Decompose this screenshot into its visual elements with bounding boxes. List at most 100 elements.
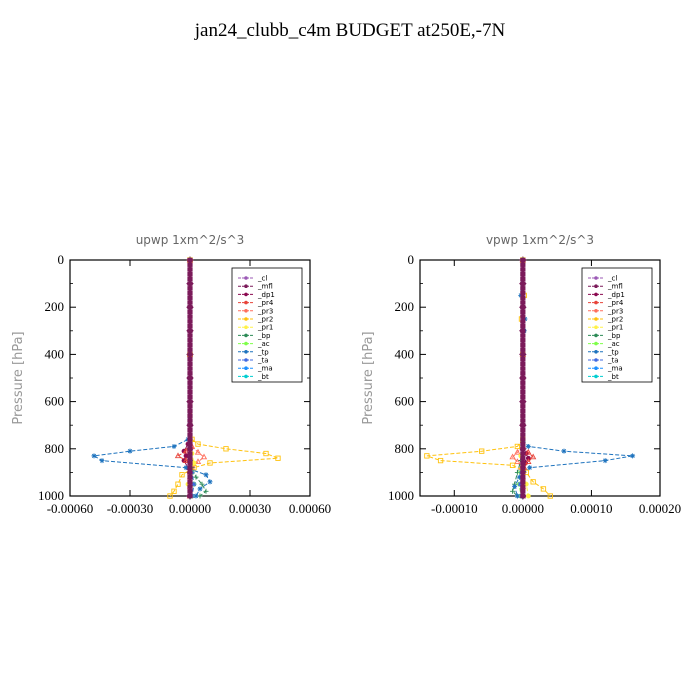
zero-line-marker: [520, 262, 526, 267]
zero-line-marker: [187, 446, 193, 451]
data-point: [203, 472, 209, 478]
y-tick-label: 0: [408, 252, 415, 267]
data-point: [193, 493, 199, 499]
panel-title: upwp 1xm^2/s^3: [136, 233, 245, 247]
legend-marker: [244, 292, 248, 297]
legend-marker: [244, 350, 248, 354]
zero-line-marker: [187, 328, 193, 333]
legend-marker: [594, 366, 598, 371]
zero-line-marker: [520, 380, 526, 385]
x-tick-label: -0.00030: [107, 501, 154, 516]
data-point: [275, 455, 281, 461]
zero-line-marker: [187, 484, 193, 489]
y-tick-label: 800: [45, 441, 65, 456]
legend-marker: [244, 374, 248, 379]
legend-label: _mfl: [607, 283, 623, 291]
data-point: [207, 460, 213, 466]
data-point: [197, 486, 203, 492]
zero-line-marker: [520, 484, 526, 489]
data-point: [514, 443, 521, 450]
legend-label: _ta: [607, 357, 619, 365]
zero-line-marker: [520, 423, 526, 428]
y-tick-label: 400: [395, 346, 415, 361]
zero-line-marker: [520, 408, 526, 414]
zero-line-marker: [187, 423, 193, 428]
data-point: [191, 481, 197, 487]
legend-label: _dp1: [257, 291, 275, 299]
zero-line-marker: [520, 389, 526, 395]
zero-line-marker: [520, 342, 526, 348]
data-point: [479, 448, 485, 454]
data-point: [509, 462, 516, 468]
legend-marker: [594, 350, 598, 354]
zero-line-marker: [520, 418, 526, 423]
legend-label: _tp: [257, 348, 269, 356]
data-point: [175, 481, 181, 487]
panel-title: vpwp 1xm^2/s^3: [486, 233, 594, 247]
legend-label: _cl: [607, 275, 617, 283]
zero-line-marker: [520, 465, 526, 470]
zero-line-marker: [187, 460, 193, 466]
zero-line-marker: [187, 352, 193, 357]
legend-label: _bt: [257, 373, 269, 381]
data-point: [525, 458, 532, 465]
zero-line-marker: [187, 309, 193, 315]
zero-line-marker: [520, 319, 526, 324]
legend: _cl_mfl_dp1_pr4_pr3_pr2_pr1_bp_ac_tp_ta_…: [231, 267, 303, 383]
x-tick-label: 0.00060: [289, 501, 331, 516]
legend-marker: [244, 300, 248, 305]
zero-line-marker: [520, 441, 526, 447]
zero-line-marker: [520, 281, 526, 286]
zero-line-marker: [520, 456, 526, 461]
zero-line-marker: [187, 404, 193, 409]
legend-label: _pr3: [257, 307, 273, 315]
zero-line-marker: [187, 470, 193, 475]
zero-line-marker: [187, 338, 193, 343]
zero-line-marker: [187, 281, 193, 286]
zero-line-marker: [187, 305, 193, 310]
zero-line-marker: [187, 342, 193, 348]
zero-line-marker: [187, 380, 193, 385]
legend-marker: [244, 284, 248, 289]
zero-line-marker: [187, 361, 193, 367]
legend: _cl_mfl_dp1_pr4_pr3_pr2_pr1_bp_ac_tp_ta_…: [581, 267, 653, 383]
zero-line-marker: [187, 262, 193, 267]
data-point: [183, 465, 189, 471]
zero-line-marker: [187, 465, 193, 470]
data-point: [194, 458, 202, 465]
zero-line-marker: [520, 271, 526, 277]
zero-line-marker: [187, 371, 193, 376]
chart-panel-2: vpwp 1xm^2/s^3 Pressure [hPa] 0 200 400 600 80…: [361, 233, 681, 516]
data-point: [527, 465, 533, 471]
zero-line-marker: [187, 319, 193, 324]
data-point: [182, 447, 190, 454]
data-point: [223, 446, 229, 452]
data-point: [200, 453, 208, 460]
zero-line-marker: [187, 474, 193, 480]
data-point: [512, 484, 518, 490]
x-tick-label: 0.00000: [502, 501, 544, 516]
data-point: [171, 488, 177, 494]
data-point: [514, 493, 520, 499]
zero-line-marker: [520, 286, 526, 291]
zero-line-marker: [520, 404, 526, 409]
legend-label: _pr4: [257, 299, 274, 307]
zero-line-marker: [187, 314, 193, 319]
y-tick-label: 1000: [388, 488, 414, 503]
zero-line-marker: [520, 300, 526, 305]
zero-line-marker: [187, 375, 193, 381]
series-line: [426, 259, 551, 497]
data-point: [195, 441, 201, 447]
legend-label: _bp: [607, 332, 621, 340]
data-point: [182, 457, 190, 463]
legend-marker: [594, 300, 598, 305]
zero-line-marker: [187, 333, 193, 338]
page-title: jan24_clubb_c4m BUDGET at250E,-7N: [194, 20, 506, 41]
legend-label: _ta: [257, 357, 269, 365]
legend-label: _ma: [607, 365, 623, 373]
data-point: [199, 481, 205, 487]
data-point: [561, 448, 567, 454]
zero-line-marker: [520, 446, 526, 451]
zero-line-marker: [187, 479, 193, 485]
legend-marker: [244, 309, 248, 313]
